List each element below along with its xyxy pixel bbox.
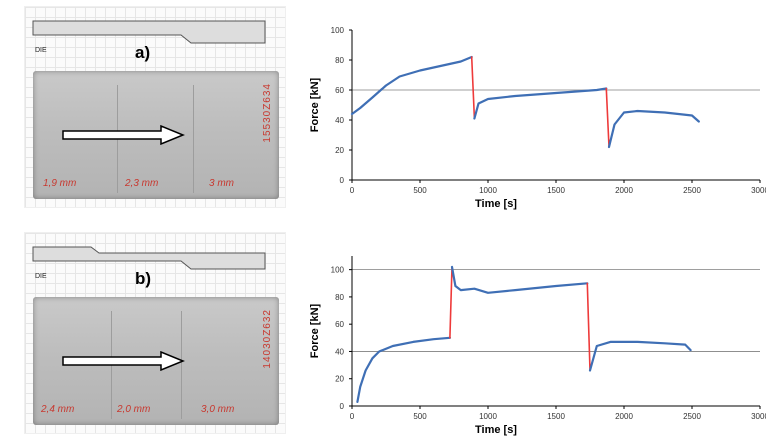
direction-arrow-icon <box>62 351 185 371</box>
y-tick-label: 80 <box>335 56 344 65</box>
force-series-line <box>450 265 589 294</box>
x-tick-label: 500 <box>413 186 427 195</box>
specimen-stamp: 15530Z634 <box>262 83 273 143</box>
die-profile-b <box>32 246 266 270</box>
die-profile-a <box>32 20 266 44</box>
x-tick-label: 2500 <box>683 186 701 195</box>
y-tick-label: 60 <box>335 320 344 329</box>
thickness-label: 1,9 mm <box>43 178 77 189</box>
specimen-stamp: 14030Z632 <box>262 309 273 369</box>
force-series-line <box>356 336 451 403</box>
force-series-line <box>473 87 608 120</box>
x-tick-label: 3000 <box>751 412 766 421</box>
x-tick-label: 2500 <box>683 412 701 421</box>
transition-segment <box>470 56 476 120</box>
thickness-label: 2,0 mm <box>117 404 151 415</box>
y-tick-label: 40 <box>335 347 344 356</box>
y-tick-label: 100 <box>331 26 345 35</box>
thickness-label: 3,0 mm <box>201 404 235 415</box>
y-tick-label: 60 <box>335 86 344 95</box>
transition-segment <box>449 266 453 339</box>
transition-segment <box>605 87 610 148</box>
force-series-line <box>350 55 473 116</box>
force-time-chart-a: 020406080100050010001500200025003000Time… <box>309 26 766 210</box>
force-time-chart-b: 020406080100050010001500200025003000Time… <box>309 256 766 436</box>
x-tick-label: 1000 <box>479 186 497 195</box>
x-tick-label: 500 <box>413 412 427 421</box>
zone-divider <box>181 311 182 419</box>
x-axis-title: Time [s] <box>475 424 517 436</box>
y-tick-label: 100 <box>331 266 345 275</box>
panel-label-a: a) <box>135 43 151 62</box>
y-tick-label: 40 <box>335 116 344 125</box>
x-tick-label: 2000 <box>615 412 633 421</box>
y-tick-label: 20 <box>335 146 344 155</box>
x-axis-title: Time [s] <box>475 198 517 210</box>
y-axis-title: Force [kN] <box>309 77 321 132</box>
thickness-label: 2,4 mm <box>41 404 75 415</box>
x-tick-label: 3000 <box>751 186 766 195</box>
x-tick-label: 0 <box>350 412 355 421</box>
die-label-a: DIE <box>35 47 47 54</box>
x-tick-label: 1000 <box>479 412 497 421</box>
specimen-panel-b: DIE b) 2,4 mm 2,0 mm 3,0 mm 14030Z632 <box>24 232 286 434</box>
thickness-label: 2,3 mm <box>125 178 159 189</box>
thickness-label: 3 mm <box>209 178 234 189</box>
x-tick-label: 2000 <box>615 186 633 195</box>
y-tick-label: 0 <box>340 402 345 411</box>
zone-divider <box>193 85 194 193</box>
y-axis-title: Force [kN] <box>309 303 321 358</box>
direction-arrow-icon <box>62 125 185 145</box>
y-tick-label: 0 <box>340 176 345 185</box>
transition-segment <box>586 282 591 372</box>
force-series-line <box>588 340 692 372</box>
y-tick-label: 80 <box>335 293 344 302</box>
y-tick-label: 20 <box>335 375 344 384</box>
die-label-b: DIE <box>35 273 47 280</box>
force-series-line <box>607 109 700 149</box>
specimen-panel-a: DIE a) 1,9 mm 2,3 mm 3 mm 15530Z634 <box>24 6 286 208</box>
x-tick-label: 1500 <box>547 412 565 421</box>
panel-label-b: b) <box>135 269 152 288</box>
x-tick-label: 0 <box>350 186 355 195</box>
x-tick-label: 1500 <box>547 186 565 195</box>
